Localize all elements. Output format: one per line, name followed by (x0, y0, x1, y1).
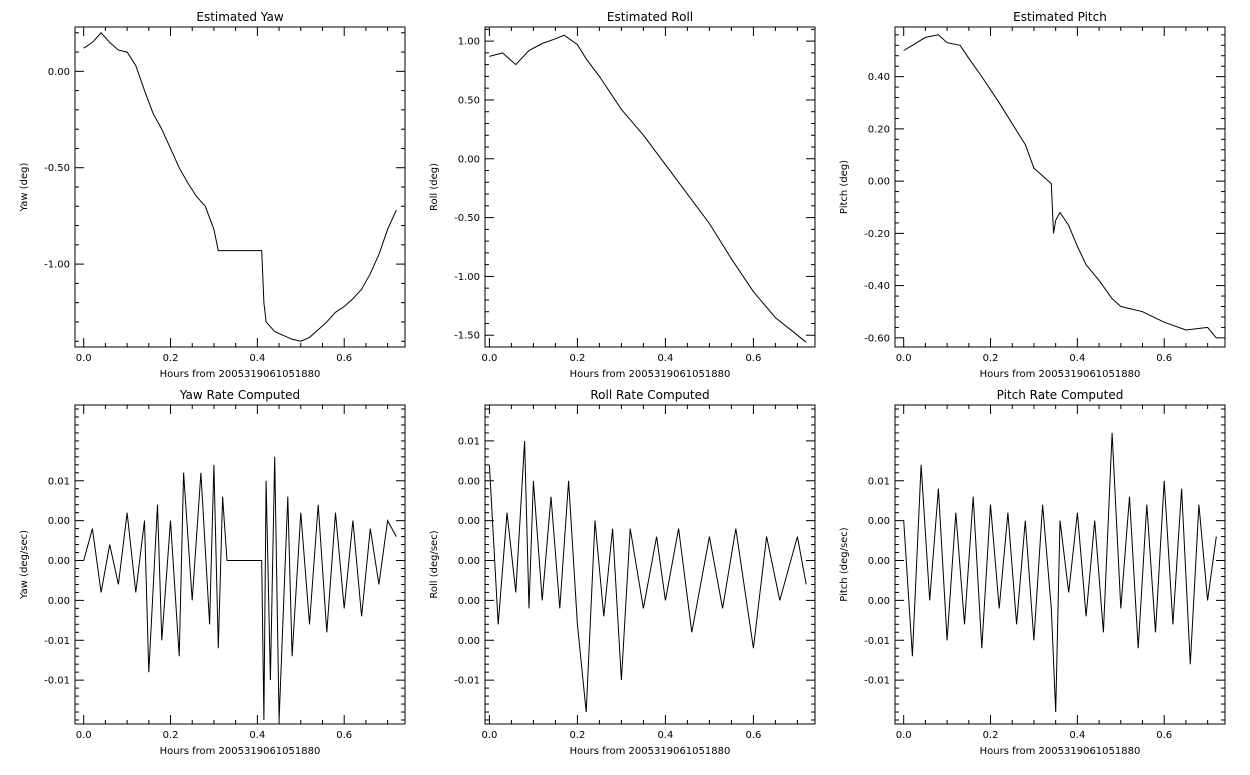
y-tick-label: 0.50 (458, 95, 480, 106)
chart-panel-3: Estimated Pitch Hours from 20053190610518… (839, 10, 1226, 380)
y-tick-label: -1.00 (44, 260, 70, 271)
y-tick-label: 0.00 (48, 516, 70, 527)
x-tick-label: 0.2 (569, 353, 585, 364)
y-tick-label: 0.00 (868, 556, 890, 567)
x-tick-label: 0.4 (657, 353, 673, 364)
plot-frame (74, 404, 406, 725)
y-tick-label: -0.60 (864, 333, 890, 344)
x-tick-label: 0.0 (896, 730, 912, 741)
chart-panel-6: Pitch Rate Computed Hours from 2005319061… (839, 388, 1226, 757)
x-axis-label: Hours from 2005319061051880 (570, 746, 731, 757)
x-tick-label: 0.6 (1156, 730, 1172, 741)
x-tick-label: 0.4 (249, 730, 265, 741)
chart-title: Pitch Rate Computed (997, 388, 1124, 402)
x-tick-label: 0.0 (896, 353, 912, 364)
y-tick-label: 0.01 (458, 436, 480, 447)
x-tick-label: 0.6 (336, 730, 352, 741)
y-tick-label: 0.00 (458, 516, 480, 527)
series-line-1 (488, 440, 807, 713)
chart-title: Estimated Yaw (196, 10, 283, 24)
chart-title: Estimated Pitch (1013, 10, 1107, 24)
x-tick-label: 0.0 (481, 353, 497, 364)
y-tick-label: 0.00 (458, 556, 480, 567)
x-axis-label: Hours from 2005319061051880 (570, 369, 731, 380)
x-tick-label: 0.6 (745, 730, 761, 741)
x-tick-label: 0.2 (163, 353, 179, 364)
y-tick-label: -0.01 (864, 676, 890, 687)
y-axis-label: Yaw (deg) (19, 162, 30, 212)
y-tick-label: -0.20 (864, 229, 890, 240)
x-axis-label: Hours from 2005319061051880 (980, 369, 1141, 380)
y-axis-label: Roll (deg) (429, 163, 440, 211)
y-tick-label: 0.00 (48, 556, 70, 567)
x-axis-label: Hours from 2005319061051880 (980, 746, 1141, 757)
y-axis-label: Pitch (deg/sec) (839, 527, 850, 602)
y-tick-label: 0.00 (458, 476, 480, 487)
chart-panel-4: Yaw Rate Computed Hours from 200531906105… (19, 388, 406, 757)
y-tick-label: 0.01 (48, 476, 70, 487)
y-tick-label: -1.50 (454, 331, 480, 342)
y-axis-label: Yaw (deg/sec) (19, 530, 30, 600)
y-tick-label: 0.00 (458, 596, 480, 607)
y-tick-label: 0.00 (458, 154, 480, 165)
y-tick-label: 0.00 (868, 177, 890, 188)
series-line-1 (903, 34, 1217, 339)
x-tick-label: 0.2 (983, 353, 999, 364)
y-tick-label: -1.00 (454, 272, 480, 283)
x-tick-label: 0.4 (1069, 353, 1085, 364)
x-tick-label: 0.6 (1156, 353, 1172, 364)
y-tick-label: 0.20 (868, 124, 890, 135)
y-tick-label: 0.40 (868, 72, 890, 83)
y-tick-label: -0.50 (454, 213, 480, 224)
y-tick-label: 0.00 (48, 596, 70, 607)
series-line-1 (489, 34, 807, 343)
x-tick-label: 0.2 (569, 730, 585, 741)
y-tick-label: 0.00 (868, 516, 890, 527)
chart-title: Roll Rate Computed (590, 388, 709, 402)
x-tick-label: 0.0 (76, 730, 92, 741)
x-axis-label: Hours from 2005319061051880 (160, 369, 321, 380)
series-line-1 (83, 456, 397, 721)
y-tick-label: 0.00 (868, 596, 890, 607)
plot-frame (894, 26, 1226, 348)
chart-panel-2: Estimated Roll Hours from 200531906105188… (429, 10, 816, 380)
x-tick-label: 0.4 (1069, 730, 1085, 741)
plot-frame (894, 404, 1226, 725)
y-tick-label: -0.01 (454, 676, 480, 687)
y-tick-label: -0.01 (864, 636, 890, 647)
y-tick-label: 0.00 (458, 636, 480, 647)
x-tick-label: 0.2 (983, 730, 999, 741)
y-tick-label: 0.00 (48, 67, 70, 78)
plot-frame (484, 26, 816, 348)
series-line-1 (83, 32, 397, 342)
y-axis-label: Pitch (deg) (839, 160, 850, 214)
chart-panel-5: Roll Rate Computed Hours from 20053190610… (429, 388, 816, 757)
chart-title: Estimated Roll (607, 10, 693, 24)
x-tick-label: 0.0 (481, 730, 497, 741)
x-tick-label: 0.6 (336, 353, 352, 364)
x-tick-label: 0.4 (249, 353, 265, 364)
y-tick-label: -0.01 (44, 676, 70, 687)
y-tick-label: 1.00 (458, 37, 480, 48)
y-tick-label: 0.01 (868, 476, 890, 487)
x-axis-label: Hours from 2005319061051880 (160, 746, 321, 757)
y-tick-label: -0.40 (864, 281, 890, 292)
x-tick-label: 0.2 (163, 730, 179, 741)
plot-frame (484, 404, 816, 725)
series-line-1 (903, 432, 1217, 713)
y-axis-label: Roll (deg/sec) (429, 530, 440, 598)
plot-frame (74, 26, 406, 348)
chart-title: Yaw Rate Computed (179, 388, 300, 402)
y-tick-label: -0.50 (44, 163, 70, 174)
x-tick-label: 0.4 (657, 730, 673, 741)
chart-panel-1: Estimated Yaw Hours from 2005319061051880… (19, 10, 406, 380)
x-tick-label: 0.0 (76, 353, 92, 364)
x-tick-label: 0.6 (745, 353, 761, 364)
y-tick-label: -0.01 (44, 636, 70, 647)
